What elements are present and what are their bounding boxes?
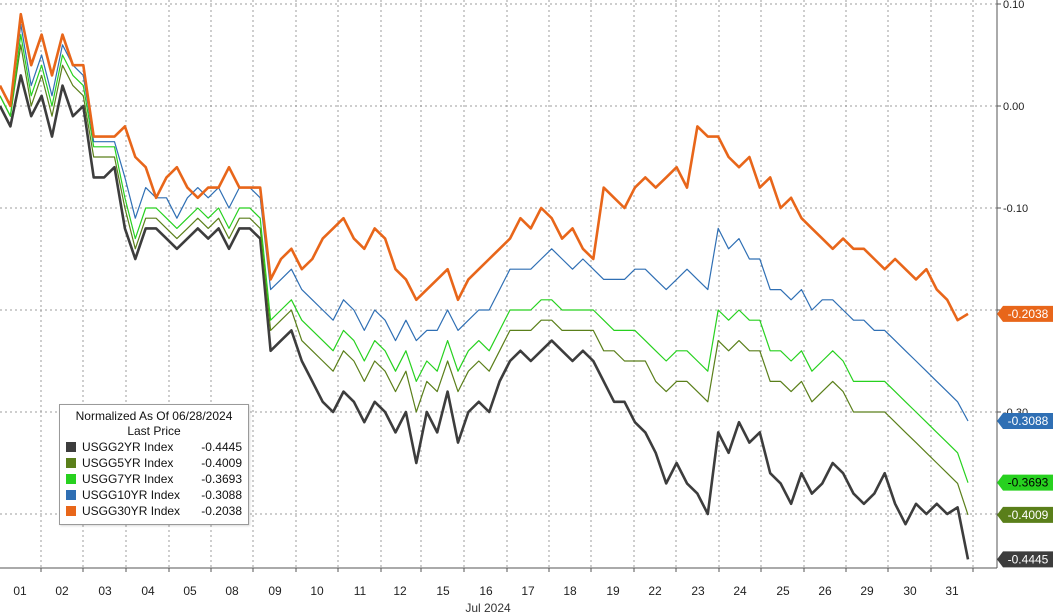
- y-tick-label: 0.10: [1003, 0, 1024, 11]
- legend-subtitle: Last Price: [127, 424, 181, 438]
- legend-entry: USGG2YR Index -0.4445: [66, 439, 242, 455]
- last-price-badge: -0.3088: [997, 412, 1053, 429]
- x-tick-label: 15: [436, 584, 450, 598]
- legend-series-name: USGG7YR Index: [82, 472, 174, 486]
- series-line: [0, 74, 970, 560]
- x-tick-label: 10: [310, 584, 324, 598]
- badge-shape: [997, 305, 1053, 322]
- x-tick-label: 02: [55, 584, 69, 598]
- badge-shape: [997, 551, 1053, 568]
- badge-value: -0.2038: [1008, 307, 1049, 321]
- legend-series-value: -0.2038: [201, 504, 242, 518]
- legend-entry: USGG7YR Index -0.3693: [66, 471, 242, 487]
- last-price-badge: -0.4009: [997, 506, 1053, 523]
- y-tick-labels: 0.100.00-0.10-0.20-0.30-0.40: [997, 0, 1028, 521]
- legend-swatch: [66, 458, 76, 468]
- badge-shape: [997, 474, 1053, 491]
- x-tick-label: 29: [860, 584, 874, 598]
- badge-value: -0.3088: [1008, 414, 1049, 428]
- legend-series-value: -0.3088: [201, 488, 242, 502]
- badge-shape: [997, 412, 1053, 429]
- x-tick-label: 23: [691, 584, 705, 598]
- x-tick-label: 09: [268, 584, 282, 598]
- legend-swatch: [66, 474, 76, 484]
- legend-series-name: USGG30YR Index: [82, 504, 181, 518]
- series-line: [0, 23, 969, 422]
- legend-swatch: [66, 490, 76, 500]
- legend-title: Normalized As Of 06/28/2024: [75, 409, 233, 423]
- legend: Normalized As Of 06/28/2024 Last Price U…: [59, 404, 249, 525]
- last-price-badge: -0.2038: [997, 305, 1053, 322]
- x-tick-label: 03: [98, 584, 112, 598]
- x-tick-label: 19: [606, 584, 620, 598]
- series-line: [0, 12, 969, 322]
- x-tick-label: 08: [225, 584, 239, 598]
- x-tick-label: 22: [648, 584, 662, 598]
- last-price-badge: -0.4445: [997, 551, 1053, 568]
- y-tick-label: -0.10: [1003, 203, 1028, 215]
- x-tick-label: 01: [13, 584, 27, 598]
- x-tick-label: 18: [563, 584, 577, 598]
- x-tick-label: 24: [733, 584, 747, 598]
- legend-entry: USGG5YR Index -0.4009: [66, 455, 242, 471]
- x-tick-label: 25: [776, 584, 790, 598]
- axes: [0, 0, 998, 569]
- legend-series-name: USGG10YR Index: [82, 488, 181, 502]
- legend-series-value: -0.3693: [201, 472, 242, 486]
- legend-swatch: [66, 442, 76, 452]
- legend-series-value: -0.4445: [201, 440, 242, 454]
- x-tick-label: 17: [521, 584, 535, 598]
- legend-series-name: USGG2YR Index: [82, 440, 174, 454]
- x-tick-label: 04: [141, 584, 155, 598]
- x-tick-label: 30: [903, 584, 917, 598]
- legend-series-name: USGG5YR Index: [82, 456, 174, 470]
- x-tick-label: 16: [479, 584, 493, 598]
- badge-shape: [997, 506, 1053, 523]
- last-price-badge: -0.3693: [997, 474, 1053, 491]
- series-line: [0, 44, 969, 516]
- x-tick-label: 05: [183, 584, 197, 598]
- legend-entry: USGG30YR Index -0.2038: [66, 503, 242, 519]
- series-line: [0, 33, 969, 483]
- badge-value: -0.3693: [1008, 476, 1049, 490]
- x-tick-labels: 01 02 03 04 05 08 09 10 11 12 15 16 17 18 19 22 23 24 25 26…: [13, 568, 974, 598]
- series-lines: [0, 12, 970, 560]
- x-tick-label: 31: [945, 584, 959, 598]
- legend-entry: USGG10YR Index -0.3088: [66, 487, 242, 503]
- x-tick-label: 11: [354, 584, 367, 598]
- x-tick-label: 12: [393, 584, 407, 598]
- x-axis-label: Jul 2024: [465, 601, 511, 615]
- y-tick-label: 0.00: [1003, 101, 1024, 113]
- badge-value: -0.4445: [1008, 552, 1049, 566]
- legend-entries: USGG2YR Index -0.4445 USGG5YR Index -0.4009…: [66, 439, 242, 519]
- legend-swatch: [66, 506, 76, 516]
- badge-value: -0.4009: [1008, 508, 1049, 522]
- x-tick-label: 26: [818, 584, 832, 598]
- legend-series-value: -0.4009: [201, 456, 242, 470]
- last-price-badges: -0.4445 -0.4009 -0.3693 -0.3088 -0.2038: [997, 305, 1053, 568]
